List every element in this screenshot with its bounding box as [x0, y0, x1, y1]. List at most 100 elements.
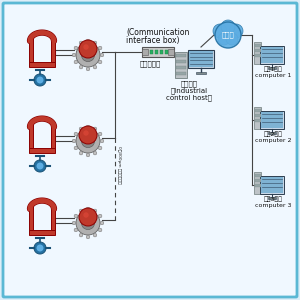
Circle shape	[79, 65, 83, 69]
Circle shape	[83, 130, 89, 136]
Text: computer 2: computer 2	[255, 138, 291, 143]
Bar	[260, 46, 284, 64]
Circle shape	[218, 33, 230, 45]
Circle shape	[86, 125, 90, 129]
Text: interface box): interface box)	[126, 35, 179, 44]
Bar	[260, 111, 284, 129]
Circle shape	[86, 67, 90, 71]
Bar	[261, 112, 283, 128]
Bar	[254, 179, 260, 182]
Bar	[254, 172, 261, 194]
Bar	[29, 62, 55, 67]
Circle shape	[81, 216, 94, 230]
Bar	[261, 177, 283, 193]
Circle shape	[79, 40, 97, 58]
Circle shape	[37, 244, 44, 251]
Text: 领号2电脑: 领号2电脑	[263, 131, 283, 136]
Bar	[254, 174, 260, 176]
Circle shape	[34, 160, 46, 172]
Bar	[254, 42, 261, 64]
Circle shape	[79, 208, 97, 226]
Bar	[29, 37, 33, 62]
Bar	[188, 50, 214, 68]
Circle shape	[79, 41, 83, 45]
Bar	[51, 37, 55, 62]
Text: 局域网: 局域网	[222, 32, 234, 38]
Circle shape	[93, 65, 97, 69]
Bar	[254, 44, 260, 46]
Text: （Industrial: （Industrial	[170, 87, 208, 94]
Text: control host）: control host）	[166, 94, 212, 101]
Text: 领号1电脑: 领号1电脑	[264, 66, 282, 72]
Bar	[260, 176, 284, 194]
Bar	[176, 72, 186, 75]
Circle shape	[81, 134, 94, 148]
Circle shape	[98, 46, 102, 50]
Bar	[29, 230, 55, 235]
Bar	[254, 54, 260, 56]
Circle shape	[79, 126, 97, 144]
Circle shape	[86, 39, 90, 43]
Circle shape	[83, 44, 89, 50]
Circle shape	[79, 233, 83, 237]
Bar	[29, 148, 55, 153]
Bar	[29, 205, 33, 230]
Circle shape	[76, 43, 100, 67]
Bar	[254, 119, 260, 122]
Circle shape	[213, 24, 227, 38]
Circle shape	[81, 48, 94, 62]
Circle shape	[100, 139, 104, 143]
Bar	[261, 47, 283, 63]
Bar	[189, 51, 213, 67]
Circle shape	[86, 207, 90, 211]
Bar	[176, 54, 186, 57]
Circle shape	[93, 233, 97, 237]
Circle shape	[98, 60, 102, 64]
Circle shape	[72, 221, 76, 225]
Bar	[142, 49, 148, 55]
Circle shape	[229, 24, 243, 38]
Bar	[155, 50, 158, 54]
Circle shape	[74, 60, 78, 64]
Text: computer 1: computer 1	[255, 73, 291, 78]
Circle shape	[72, 53, 76, 57]
Bar	[268, 67, 276, 68]
Bar	[254, 184, 260, 187]
Circle shape	[93, 41, 97, 45]
Circle shape	[93, 151, 97, 155]
Circle shape	[98, 228, 102, 232]
Circle shape	[93, 127, 97, 131]
Circle shape	[79, 151, 83, 155]
Circle shape	[79, 209, 83, 213]
Bar	[165, 50, 168, 54]
Bar	[168, 49, 174, 55]
Circle shape	[226, 33, 238, 45]
Text: 工控主机: 工控主机	[181, 80, 197, 87]
Circle shape	[215, 22, 241, 48]
Bar	[176, 66, 186, 69]
Circle shape	[79, 127, 83, 131]
Bar	[51, 123, 55, 148]
Circle shape	[37, 76, 44, 83]
Bar	[254, 109, 260, 112]
Bar	[254, 114, 260, 116]
Bar	[254, 49, 260, 52]
Circle shape	[98, 146, 102, 150]
Circle shape	[74, 46, 78, 50]
Bar	[176, 60, 186, 63]
Circle shape	[86, 153, 90, 157]
Bar	[196, 72, 206, 74]
Bar	[268, 132, 276, 134]
Text: computer 3: computer 3	[255, 203, 291, 208]
Circle shape	[34, 242, 46, 254]
Bar	[51, 205, 55, 230]
Circle shape	[93, 209, 97, 213]
Circle shape	[74, 228, 78, 232]
Bar	[160, 50, 163, 54]
Bar	[268, 197, 276, 199]
Circle shape	[72, 139, 76, 143]
Bar	[175, 52, 187, 78]
Bar	[150, 50, 153, 54]
Circle shape	[86, 235, 90, 239]
Circle shape	[100, 53, 104, 57]
